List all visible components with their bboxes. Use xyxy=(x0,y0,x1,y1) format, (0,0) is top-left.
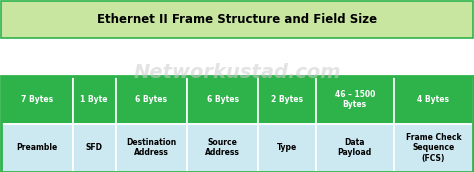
Text: Preamble: Preamble xyxy=(17,143,58,152)
FancyBboxPatch shape xyxy=(116,76,187,124)
Text: SFD: SFD xyxy=(86,143,103,152)
FancyBboxPatch shape xyxy=(316,76,394,124)
FancyBboxPatch shape xyxy=(394,76,473,124)
Text: 4 Bytes: 4 Bytes xyxy=(417,95,449,104)
FancyBboxPatch shape xyxy=(316,124,394,172)
FancyBboxPatch shape xyxy=(187,124,258,172)
Text: 46 – 1500
Bytes: 46 – 1500 Bytes xyxy=(335,90,375,109)
Text: Data
Payload: Data Payload xyxy=(337,138,372,157)
FancyBboxPatch shape xyxy=(1,124,73,172)
FancyBboxPatch shape xyxy=(258,76,316,124)
FancyBboxPatch shape xyxy=(73,124,116,172)
Text: Source
Address: Source Address xyxy=(205,138,240,157)
FancyBboxPatch shape xyxy=(1,76,73,124)
FancyBboxPatch shape xyxy=(187,76,258,124)
Text: Networkustad.com: Networkustad.com xyxy=(133,63,341,82)
FancyBboxPatch shape xyxy=(394,124,473,172)
Text: 2 Bytes: 2 Bytes xyxy=(271,95,303,104)
FancyBboxPatch shape xyxy=(116,124,187,172)
Text: 7 Bytes: 7 Bytes xyxy=(21,95,53,104)
FancyBboxPatch shape xyxy=(258,124,316,172)
Text: 6 Bytes: 6 Bytes xyxy=(135,95,167,104)
Text: Type: Type xyxy=(277,143,297,152)
FancyBboxPatch shape xyxy=(73,76,116,124)
FancyBboxPatch shape xyxy=(1,1,473,38)
Text: Destination
Address: Destination Address xyxy=(126,138,176,157)
Text: Ethernet II Frame Structure and Field Size: Ethernet II Frame Structure and Field Si… xyxy=(97,13,377,26)
Text: 1 Byte: 1 Byte xyxy=(81,95,108,104)
Text: 6 Bytes: 6 Bytes xyxy=(207,95,239,104)
Text: Frame Check
Sequence
(FCS): Frame Check Sequence (FCS) xyxy=(406,133,461,163)
